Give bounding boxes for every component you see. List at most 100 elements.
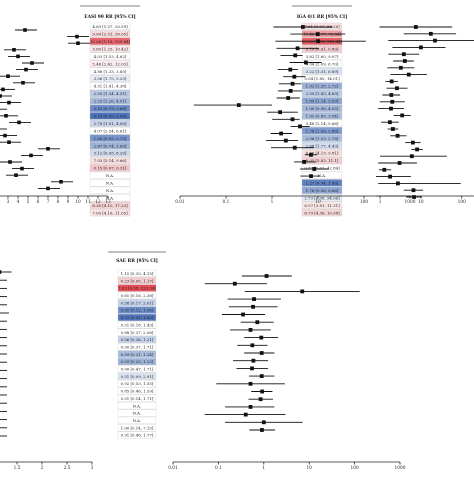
table-cell-text: 1.92 [1.35, 2.72] xyxy=(306,84,339,89)
estimate-marker xyxy=(278,110,283,115)
x-tick-label: 3 xyxy=(7,200,10,205)
table-cell xyxy=(301,60,343,68)
table-cell xyxy=(117,380,157,388)
table-cell xyxy=(89,142,131,150)
table-cell xyxy=(301,97,343,105)
estimate-marker xyxy=(251,304,255,309)
estimate-marker xyxy=(300,25,305,29)
table-cell xyxy=(89,201,131,209)
table-cell xyxy=(117,409,157,417)
table-cell-text: 1.27 [0.94, 1.86] xyxy=(306,181,339,186)
estimate-marker xyxy=(260,428,264,432)
table-cell-text: 3.06 [1.75, 5.33] xyxy=(94,76,127,81)
estimate-marker xyxy=(259,374,264,378)
table-cell xyxy=(301,149,343,157)
table-cell-text: 3.22 [1.51, 6.89] xyxy=(306,69,339,74)
table-cell xyxy=(89,89,131,98)
estimate-marker xyxy=(46,186,50,191)
table-cell-text: 3.82 [1.60, 9.07] xyxy=(306,54,339,59)
estimate-marker xyxy=(415,147,419,152)
table-cell-text: 4.03 [1.53, 4.62] xyxy=(94,54,127,59)
table-cell xyxy=(301,194,343,202)
table-cell-text: 0.35 [0.12, 1.06] xyxy=(121,308,154,313)
table-cell-text: 2.59 [1.43, 4.69] xyxy=(306,91,339,96)
estimate-marker xyxy=(315,32,320,36)
table-title: IGA 0/1 RR [95% CI] xyxy=(297,15,347,20)
estimate-marker xyxy=(232,281,237,286)
table-cell-text: 0.88 [0.37, 2.06] xyxy=(121,330,154,335)
x-tick-label: 2 xyxy=(41,466,44,471)
table-cell xyxy=(117,372,157,380)
estimate-marker xyxy=(14,173,18,177)
table-cell-text: 1.00 [0.14, 7.15] xyxy=(121,425,154,430)
table-cell xyxy=(89,37,131,45)
table-cell xyxy=(89,186,131,194)
table-cell xyxy=(301,142,343,150)
estimate-marker xyxy=(389,79,394,84)
table-cell-text: 5.04 [1.80, 14.01] xyxy=(304,76,340,81)
table-cell xyxy=(89,60,131,68)
table-cell xyxy=(301,201,343,209)
estimate-marker xyxy=(283,138,288,143)
x-tick-label: 3 xyxy=(91,466,94,471)
estimate-marker xyxy=(290,81,295,86)
table-cell-text: N.A. xyxy=(106,181,114,186)
x-tick-label: 9 xyxy=(67,200,70,205)
table-cell-text: 7.03 [5.14, 9.66] xyxy=(94,158,127,163)
estimate-marker xyxy=(288,67,293,72)
estimate-marker xyxy=(8,160,12,164)
estimate-marker xyxy=(250,366,254,371)
table-cell xyxy=(301,127,343,135)
table-cell xyxy=(301,164,343,172)
estimate-marker xyxy=(382,167,387,172)
estimate-marker xyxy=(293,53,298,58)
estimate-marker xyxy=(241,312,246,317)
table-cell-text: 0.90 [0.37, 1.71] xyxy=(121,344,154,349)
table-cell xyxy=(117,277,157,285)
x-tick-label: 1 xyxy=(379,200,382,205)
table-cell-text: N.A. xyxy=(133,411,141,416)
table-cell-text: 4.88 [1.33, 3.65] xyxy=(94,69,127,74)
table-cell-text: 1.15 [0.33, 4.15] xyxy=(121,271,154,276)
x-tick-label: 8 xyxy=(57,200,60,205)
x-tick-label: 0.01 xyxy=(168,466,178,471)
table-cell-text: 0.58 [0.17, 2.01] xyxy=(121,300,154,305)
table-cell xyxy=(301,171,343,179)
table-cell-text: 0.56 [0.26, 1.21] xyxy=(121,337,154,342)
estimate-marker xyxy=(428,31,433,36)
estimate-marker xyxy=(248,405,253,409)
estimate-marker xyxy=(286,96,291,100)
table-cell-text: 1.85 [0.89, 3.84] xyxy=(306,113,339,118)
x-tick-label: 11 xyxy=(85,200,91,205)
table-cell-text: N.A. xyxy=(133,403,141,408)
x-tick-label: 5 xyxy=(27,200,30,205)
estimate-marker xyxy=(24,67,28,72)
estimate-marker xyxy=(21,81,25,85)
estimate-marker xyxy=(12,48,16,52)
estimate-marker xyxy=(395,181,400,186)
table-cell xyxy=(117,284,157,292)
x-tick-label: 10 xyxy=(306,466,312,471)
estimate-marker xyxy=(1,87,5,92)
estimate-marker xyxy=(302,160,307,164)
table-cell-text: 0.92 [0.53, 1.55] xyxy=(121,381,154,386)
table-cell-text: 0.51 [0.14, 1.71] xyxy=(121,396,154,401)
table-cell xyxy=(117,335,157,344)
estimate-marker xyxy=(433,38,437,43)
table-cell xyxy=(89,112,131,120)
table-cell-text: N.A. xyxy=(106,195,114,200)
estimate-marker xyxy=(388,120,392,125)
estimate-marker xyxy=(0,94,2,98)
table-cell xyxy=(301,52,343,60)
table-cell xyxy=(89,194,131,202)
estimate-marker xyxy=(406,72,411,77)
estimate-marker xyxy=(255,320,260,325)
table-cell xyxy=(117,424,157,432)
table-title: SAE RR [95% CI] xyxy=(116,259,158,264)
x-tick-label: 4 xyxy=(17,200,20,205)
table-cell xyxy=(301,119,343,127)
table-cell-text: 0.72 [0.31, 1.65] xyxy=(121,315,154,320)
table-cell-text: 3.60 [1.25, 10.42] xyxy=(92,46,128,51)
table-cell-text: 4.69 [1.07, 20.59] xyxy=(92,24,128,29)
